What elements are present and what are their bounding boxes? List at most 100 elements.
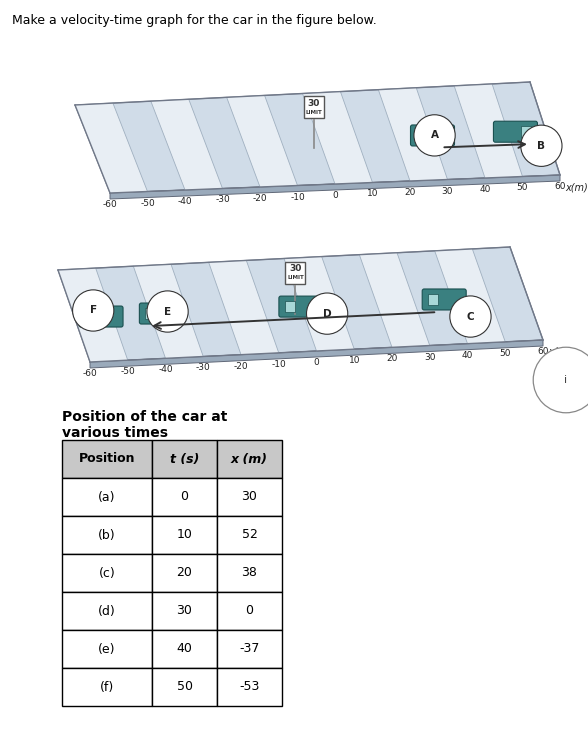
Bar	[217, 554, 282, 592]
Text: 10: 10	[367, 189, 378, 199]
Text: 50: 50	[176, 681, 192, 693]
Text: x(m): x(m)	[548, 347, 571, 357]
Bar	[85, 311, 95, 322]
Text: -53: -53	[239, 681, 260, 693]
Text: Position: Position	[79, 452, 135, 466]
Bar	[217, 440, 282, 478]
Text: -37: -37	[239, 642, 260, 655]
Polygon shape	[90, 340, 543, 368]
Text: -20: -20	[233, 361, 248, 371]
Text: 20: 20	[176, 567, 192, 579]
Bar	[285, 301, 295, 312]
Text: 60: 60	[554, 182, 566, 191]
Text: -20: -20	[253, 194, 268, 203]
FancyBboxPatch shape	[139, 303, 183, 324]
FancyBboxPatch shape	[493, 121, 537, 142]
Text: 60: 60	[537, 347, 549, 356]
FancyBboxPatch shape	[410, 125, 455, 146]
Text: LIMIT: LIMIT	[287, 276, 304, 280]
Text: E: E	[164, 307, 171, 316]
Bar	[152, 630, 217, 668]
Text: C: C	[467, 312, 475, 321]
Text: 30: 30	[424, 353, 436, 361]
Text: -10: -10	[272, 360, 286, 369]
Text: 40: 40	[479, 185, 491, 194]
Text: (c): (c)	[99, 567, 115, 579]
FancyBboxPatch shape	[279, 296, 323, 317]
Polygon shape	[302, 92, 373, 184]
Text: (e): (e)	[98, 642, 116, 655]
Bar	[62, 440, 152, 478]
Polygon shape	[435, 249, 505, 344]
Text: 20: 20	[405, 188, 416, 197]
Text: 30: 30	[308, 99, 320, 108]
Bar	[428, 294, 438, 305]
Polygon shape	[75, 82, 560, 193]
Text: A: A	[430, 130, 439, 140]
Polygon shape	[454, 84, 523, 178]
Bar	[217, 592, 282, 630]
Text: -50: -50	[121, 367, 135, 376]
Bar	[62, 554, 152, 592]
Text: 52: 52	[242, 528, 258, 542]
Bar	[62, 592, 152, 630]
Text: 0: 0	[181, 491, 189, 503]
FancyBboxPatch shape	[422, 289, 466, 310]
Bar	[217, 668, 282, 706]
Text: various times: various times	[62, 426, 168, 440]
Text: 0: 0	[332, 191, 338, 200]
Text: -30: -30	[196, 364, 211, 372]
Text: x(m): x(m)	[565, 182, 588, 192]
Polygon shape	[359, 253, 430, 347]
Text: B: B	[537, 140, 546, 151]
Bar	[217, 630, 282, 668]
Text: 38: 38	[242, 567, 258, 579]
Polygon shape	[75, 103, 148, 193]
Polygon shape	[58, 247, 543, 362]
Polygon shape	[58, 268, 128, 362]
Bar	[62, 668, 152, 706]
Text: 30: 30	[289, 265, 302, 273]
Text: 50: 50	[499, 349, 511, 358]
Text: -30: -30	[215, 196, 230, 205]
Text: 0: 0	[313, 358, 319, 367]
Text: F: F	[89, 305, 97, 316]
Text: -10: -10	[290, 192, 305, 202]
Bar	[217, 478, 282, 516]
Text: -50: -50	[140, 199, 155, 208]
Text: -40: -40	[158, 365, 173, 375]
Polygon shape	[209, 260, 279, 355]
Bar	[145, 308, 155, 319]
Text: 30: 30	[176, 605, 192, 618]
Text: 20: 20	[386, 354, 397, 364]
Polygon shape	[284, 256, 354, 351]
Bar	[217, 516, 282, 554]
Text: -40: -40	[178, 197, 192, 206]
Polygon shape	[226, 95, 298, 187]
Bar	[285, 262, 305, 284]
Text: D: D	[323, 309, 332, 319]
FancyBboxPatch shape	[79, 306, 123, 327]
Polygon shape	[110, 175, 560, 199]
Bar	[152, 478, 217, 516]
Text: 30: 30	[442, 186, 453, 196]
Polygon shape	[378, 88, 447, 181]
Text: 40: 40	[176, 642, 192, 655]
Text: 10: 10	[176, 528, 192, 542]
Bar	[62, 630, 152, 668]
Text: -60: -60	[83, 369, 98, 378]
Text: (a): (a)	[98, 491, 116, 503]
Text: (f): (f)	[100, 681, 114, 693]
Text: 10: 10	[349, 356, 360, 365]
Text: -60: -60	[103, 200, 118, 209]
Bar	[152, 516, 217, 554]
Bar	[62, 478, 152, 516]
Text: t (s): t (s)	[170, 452, 199, 466]
Text: Position of the car at: Position of the car at	[62, 410, 228, 424]
Text: 50: 50	[517, 183, 528, 192]
Bar	[152, 554, 217, 592]
Bar	[152, 592, 217, 630]
Bar	[522, 126, 532, 137]
Polygon shape	[133, 265, 203, 358]
Text: 0: 0	[246, 605, 253, 618]
